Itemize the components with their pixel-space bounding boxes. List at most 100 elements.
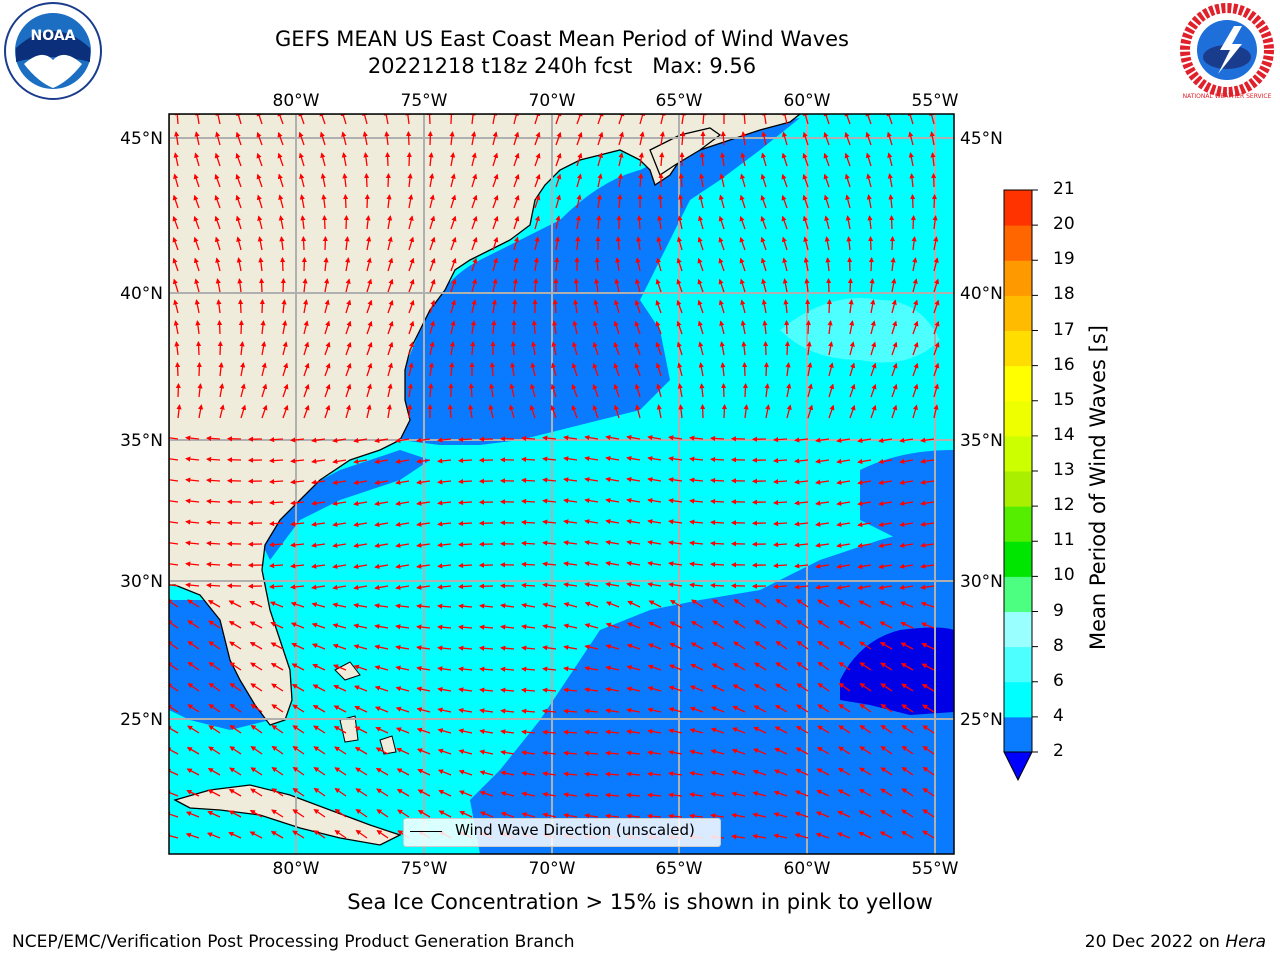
wave-direction-arrow [542, 645, 557, 651]
wave-direction-arrow [668, 582, 683, 588]
wave-direction-arrow [783, 299, 789, 314]
wave-direction-arrow [291, 663, 305, 671]
wave-direction-arrow [596, 214, 602, 230]
wave-direction-arrow [185, 435, 200, 441]
wave-direction-arrow [345, 278, 351, 293]
wave-direction-arrow [395, 624, 410, 630]
wave-direction-arrow [753, 683, 767, 692]
wave-direction-arrow [584, 729, 599, 735]
lat-label-right: 40°N [960, 284, 1003, 304]
wave-direction-arrow [720, 130, 726, 146]
wave-direction-arrow [817, 641, 830, 650]
wind-wave-direction-arrows [169, 114, 940, 840]
wave-direction-arrow [489, 361, 495, 377]
wave-direction-arrow [217, 340, 223, 356]
wave-direction-arrow [933, 257, 939, 272]
wave-direction-arrow [215, 257, 221, 272]
wave-direction-arrow [513, 114, 519, 125]
wave-direction-arrow [492, 114, 498, 125]
wave-direction-arrow [471, 194, 478, 209]
wave-direction-arrow [605, 539, 620, 546]
wave-direction-arrow [319, 114, 326, 125]
wave-direction-arrow [647, 582, 662, 588]
wave-direction-arrow [428, 152, 434, 167]
wave-direction-arrow [689, 435, 704, 441]
wave-direction-arrow [678, 194, 684, 209]
wave-direction-arrow [450, 257, 457, 272]
wave-direction-arrow [492, 278, 498, 293]
wave-direction-arrow [826, 277, 832, 293]
wave-direction-arrow [786, 383, 792, 398]
wave-direction-arrow [353, 644, 368, 650]
wave-direction-arrow [638, 152, 644, 167]
wave-direction-arrow [859, 683, 872, 692]
wave-direction-arrow [563, 477, 578, 483]
wave-direction-arrow [300, 215, 306, 230]
wave-direction-arrow [709, 540, 725, 547]
wave-direction-arrow [709, 561, 725, 568]
wave-direction-arrow [450, 299, 456, 314]
wave-direction-arrow [450, 215, 457, 230]
wave-direction-arrow [555, 131, 562, 146]
wave-direction-arrow [718, 278, 725, 293]
wave-direction-arrow [575, 235, 581, 251]
wave-direction-arrow [657, 215, 663, 230]
wave-direction-arrow [429, 215, 436, 230]
wave-direction-arrow [933, 362, 940, 377]
wave-direction-arrow [324, 341, 331, 356]
wave-direction-arrow [555, 152, 562, 167]
wave-direction-arrow [521, 708, 536, 714]
colorbar-tick-label: 12 [1053, 495, 1075, 516]
wave-direction-arrow [205, 540, 221, 546]
wave-direction-arrow [268, 542, 284, 548]
wave-direction-arrow [530, 362, 536, 377]
wave-direction-arrow [912, 320, 919, 335]
wave-direction-arrow [408, 299, 415, 314]
wave-direction-arrow [605, 497, 620, 504]
wave-direction-arrow [195, 320, 201, 335]
wave-direction-arrow [395, 458, 410, 464]
colorbar-tick-label: 21 [1053, 179, 1075, 199]
wave-direction-arrow [194, 152, 200, 167]
wave-direction-arrow [268, 458, 284, 464]
wave-direction-arrow [626, 622, 641, 629]
wave-direction-arrow [626, 518, 641, 525]
wave-direction-arrow [240, 404, 247, 419]
wave-direction-arrow [250, 724, 263, 734]
wave-direction-arrow [573, 299, 579, 314]
wave-direction-arrow [471, 257, 478, 272]
wave-direction-arrow [429, 278, 436, 293]
wave-direction-arrow [395, 727, 410, 734]
wave-direction-arrow [878, 542, 893, 549]
wave-direction-arrow [618, 114, 625, 125]
wave-direction-arrow [458, 707, 473, 714]
wave-direction-arrow [521, 750, 536, 756]
wave-direction-arrow [489, 383, 495, 398]
wave-direction-arrow [572, 320, 578, 335]
legend-line-symbol [410, 831, 442, 832]
wave-direction-arrow [384, 151, 391, 167]
wave-direction-arrow [375, 767, 389, 776]
wave-direction-arrow [345, 299, 352, 314]
wave-direction-arrow [668, 685, 683, 692]
colorbar [1003, 189, 1038, 782]
wave-direction-arrow [584, 582, 599, 588]
wave-direction-arrow [656, 257, 662, 272]
wave-direction-arrow [366, 236, 372, 251]
lat-label-left: 35°N [120, 431, 163, 451]
wave-direction-arrow [470, 320, 476, 335]
wave-direction-arrow [311, 458, 326, 464]
wave-direction-arrow [857, 563, 872, 570]
wave-direction-arrow [804, 278, 810, 293]
wave-direction-arrow [781, 236, 788, 251]
wave-direction-arrow [836, 521, 851, 527]
wave-direction-arrow [510, 340, 516, 356]
wave-direction-arrow [550, 404, 557, 419]
wave-direction-arrow [563, 435, 578, 441]
wave-direction-arrow [298, 152, 305, 167]
colorbar-tick-label: 17 [1053, 319, 1075, 340]
wave-direction-arrow [933, 236, 939, 251]
wave-direction-arrow [479, 687, 494, 693]
wave-direction-arrow [429, 320, 435, 335]
wave-period-blue-region-gulf [169, 600, 270, 730]
